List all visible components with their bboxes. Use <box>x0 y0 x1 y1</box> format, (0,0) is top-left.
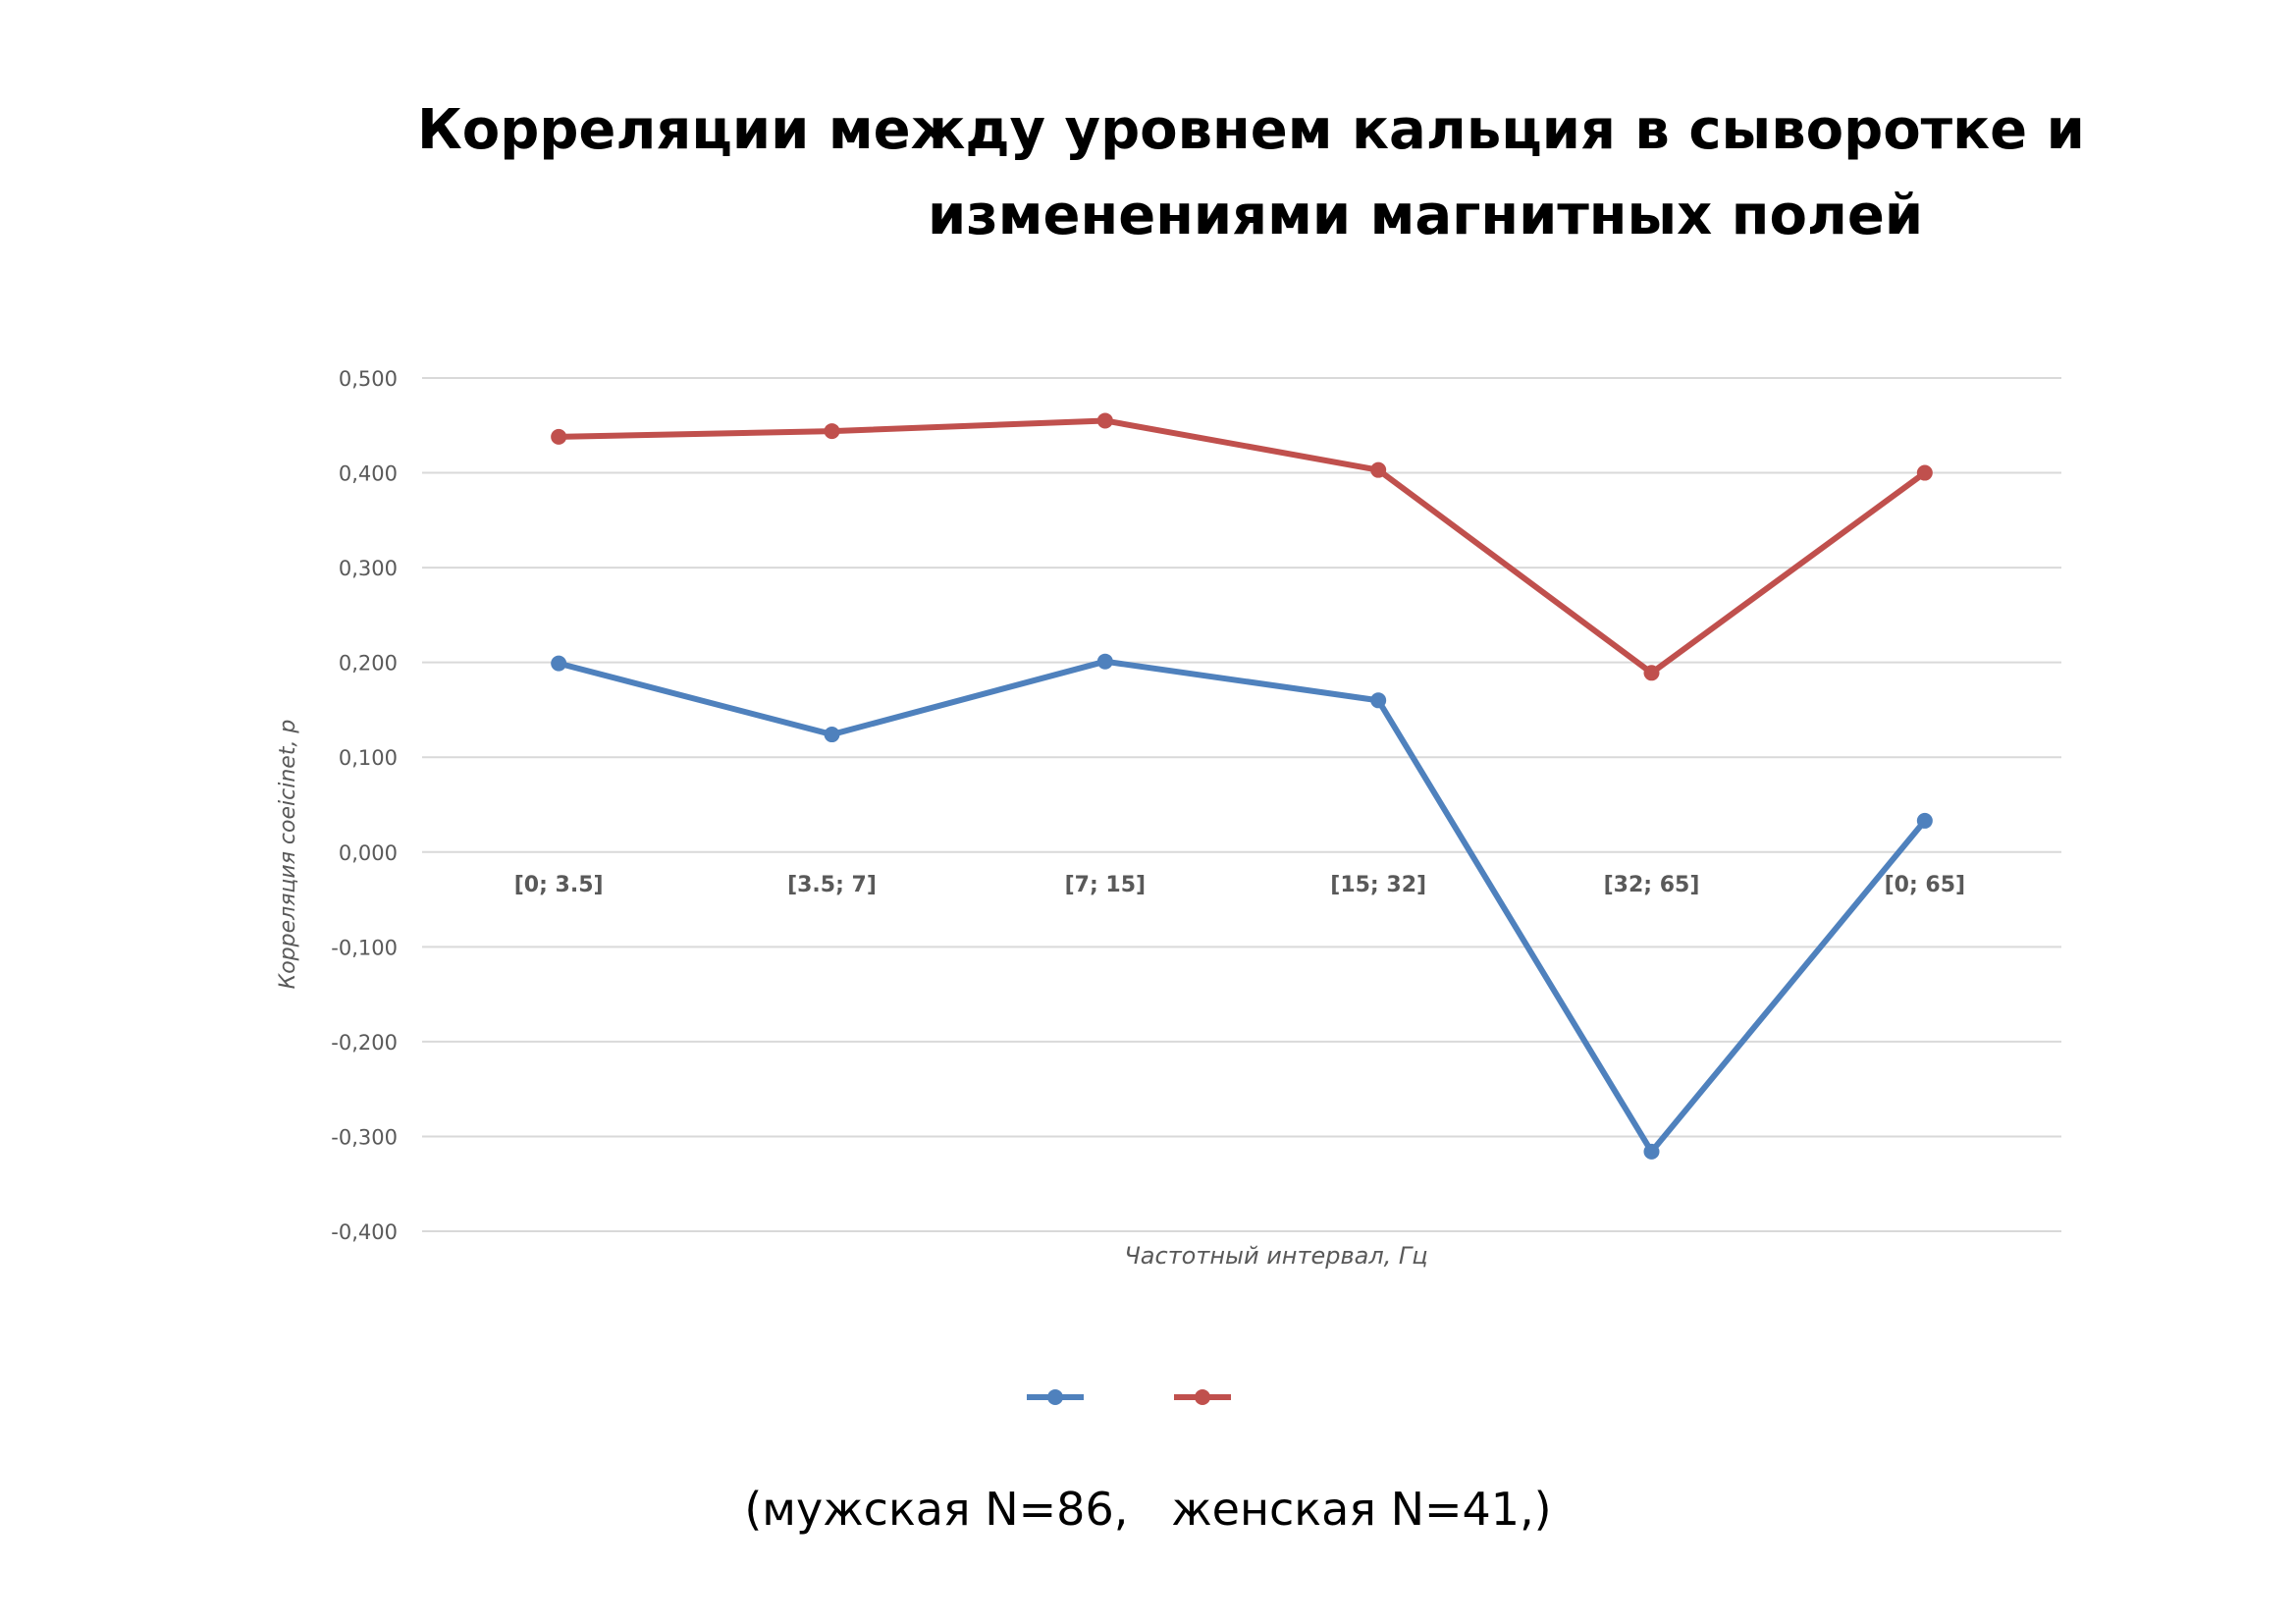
x-tick-label: [0; 65] <box>1885 873 1966 897</box>
series-1-point <box>824 727 840 743</box>
x-axis-label: Частотный интервал, Гц <box>1124 1242 1427 1270</box>
x-tick-label: [15; 32] <box>1330 873 1426 897</box>
sample-size-note: (мужская N=86, женская N=41,) <box>744 1483 1552 1536</box>
x-tick-label: [3.5; 7] <box>787 873 877 897</box>
legend-swatch-marker <box>1047 1389 1063 1405</box>
series-2-point <box>1916 464 1933 481</box>
y-tick-label: 0,000 <box>339 841 398 865</box>
gridlines <box>422 377 2061 1232</box>
y-axis-ticks: 0,500 0,400 0,300 0,200 0,100 0,000 -0,100 -0,2… <box>331 367 398 1244</box>
y-tick-label: 0,300 <box>339 557 398 580</box>
series-2-point <box>1643 665 1660 681</box>
series-2-line <box>556 417 1928 677</box>
series-1-point <box>1370 692 1387 709</box>
legend-swatch-marker <box>1195 1389 1210 1405</box>
x-tick-label: [7; 15] <box>1065 873 1147 897</box>
y-tick-label: -0,400 <box>331 1220 398 1244</box>
y-tick-label: -0,100 <box>331 936 398 959</box>
series-2-point <box>551 428 567 445</box>
chart-title-line-2: изменениями магнитных полей <box>928 184 1924 247</box>
y-tick-label: 0,100 <box>339 746 398 770</box>
legend <box>1027 1389 1231 1405</box>
x-tick-label: [0; 3.5] <box>514 873 604 897</box>
series-2-point <box>1370 461 1387 478</box>
y-axis-label: Корреляция coeicinet, p <box>276 720 300 990</box>
series-2-point <box>824 423 840 440</box>
series-2-point <box>1096 412 1113 429</box>
chart-title-line-1: Корреляции между уровнем кальция в сывор… <box>417 98 2085 162</box>
series-1-point <box>1916 812 1933 829</box>
x-axis-ticks: [0; 3.5] [3.5; 7] [7; 15] [15; 32] [32; 65] [… <box>514 873 1965 897</box>
series-1-point <box>1096 653 1113 670</box>
series-1-point <box>1643 1143 1660 1160</box>
y-tick-label: -0,300 <box>331 1125 398 1149</box>
series-1-line <box>556 658 1928 1155</box>
x-tick-label: [32; 65] <box>1604 873 1700 897</box>
y-tick-label: 0,400 <box>339 462 398 486</box>
y-tick-label: 0,200 <box>339 652 398 676</box>
series-group <box>551 412 1933 1160</box>
y-tick-label: 0,500 <box>339 367 398 391</box>
series-1-point <box>551 655 567 672</box>
y-tick-label: -0,200 <box>331 1031 398 1055</box>
